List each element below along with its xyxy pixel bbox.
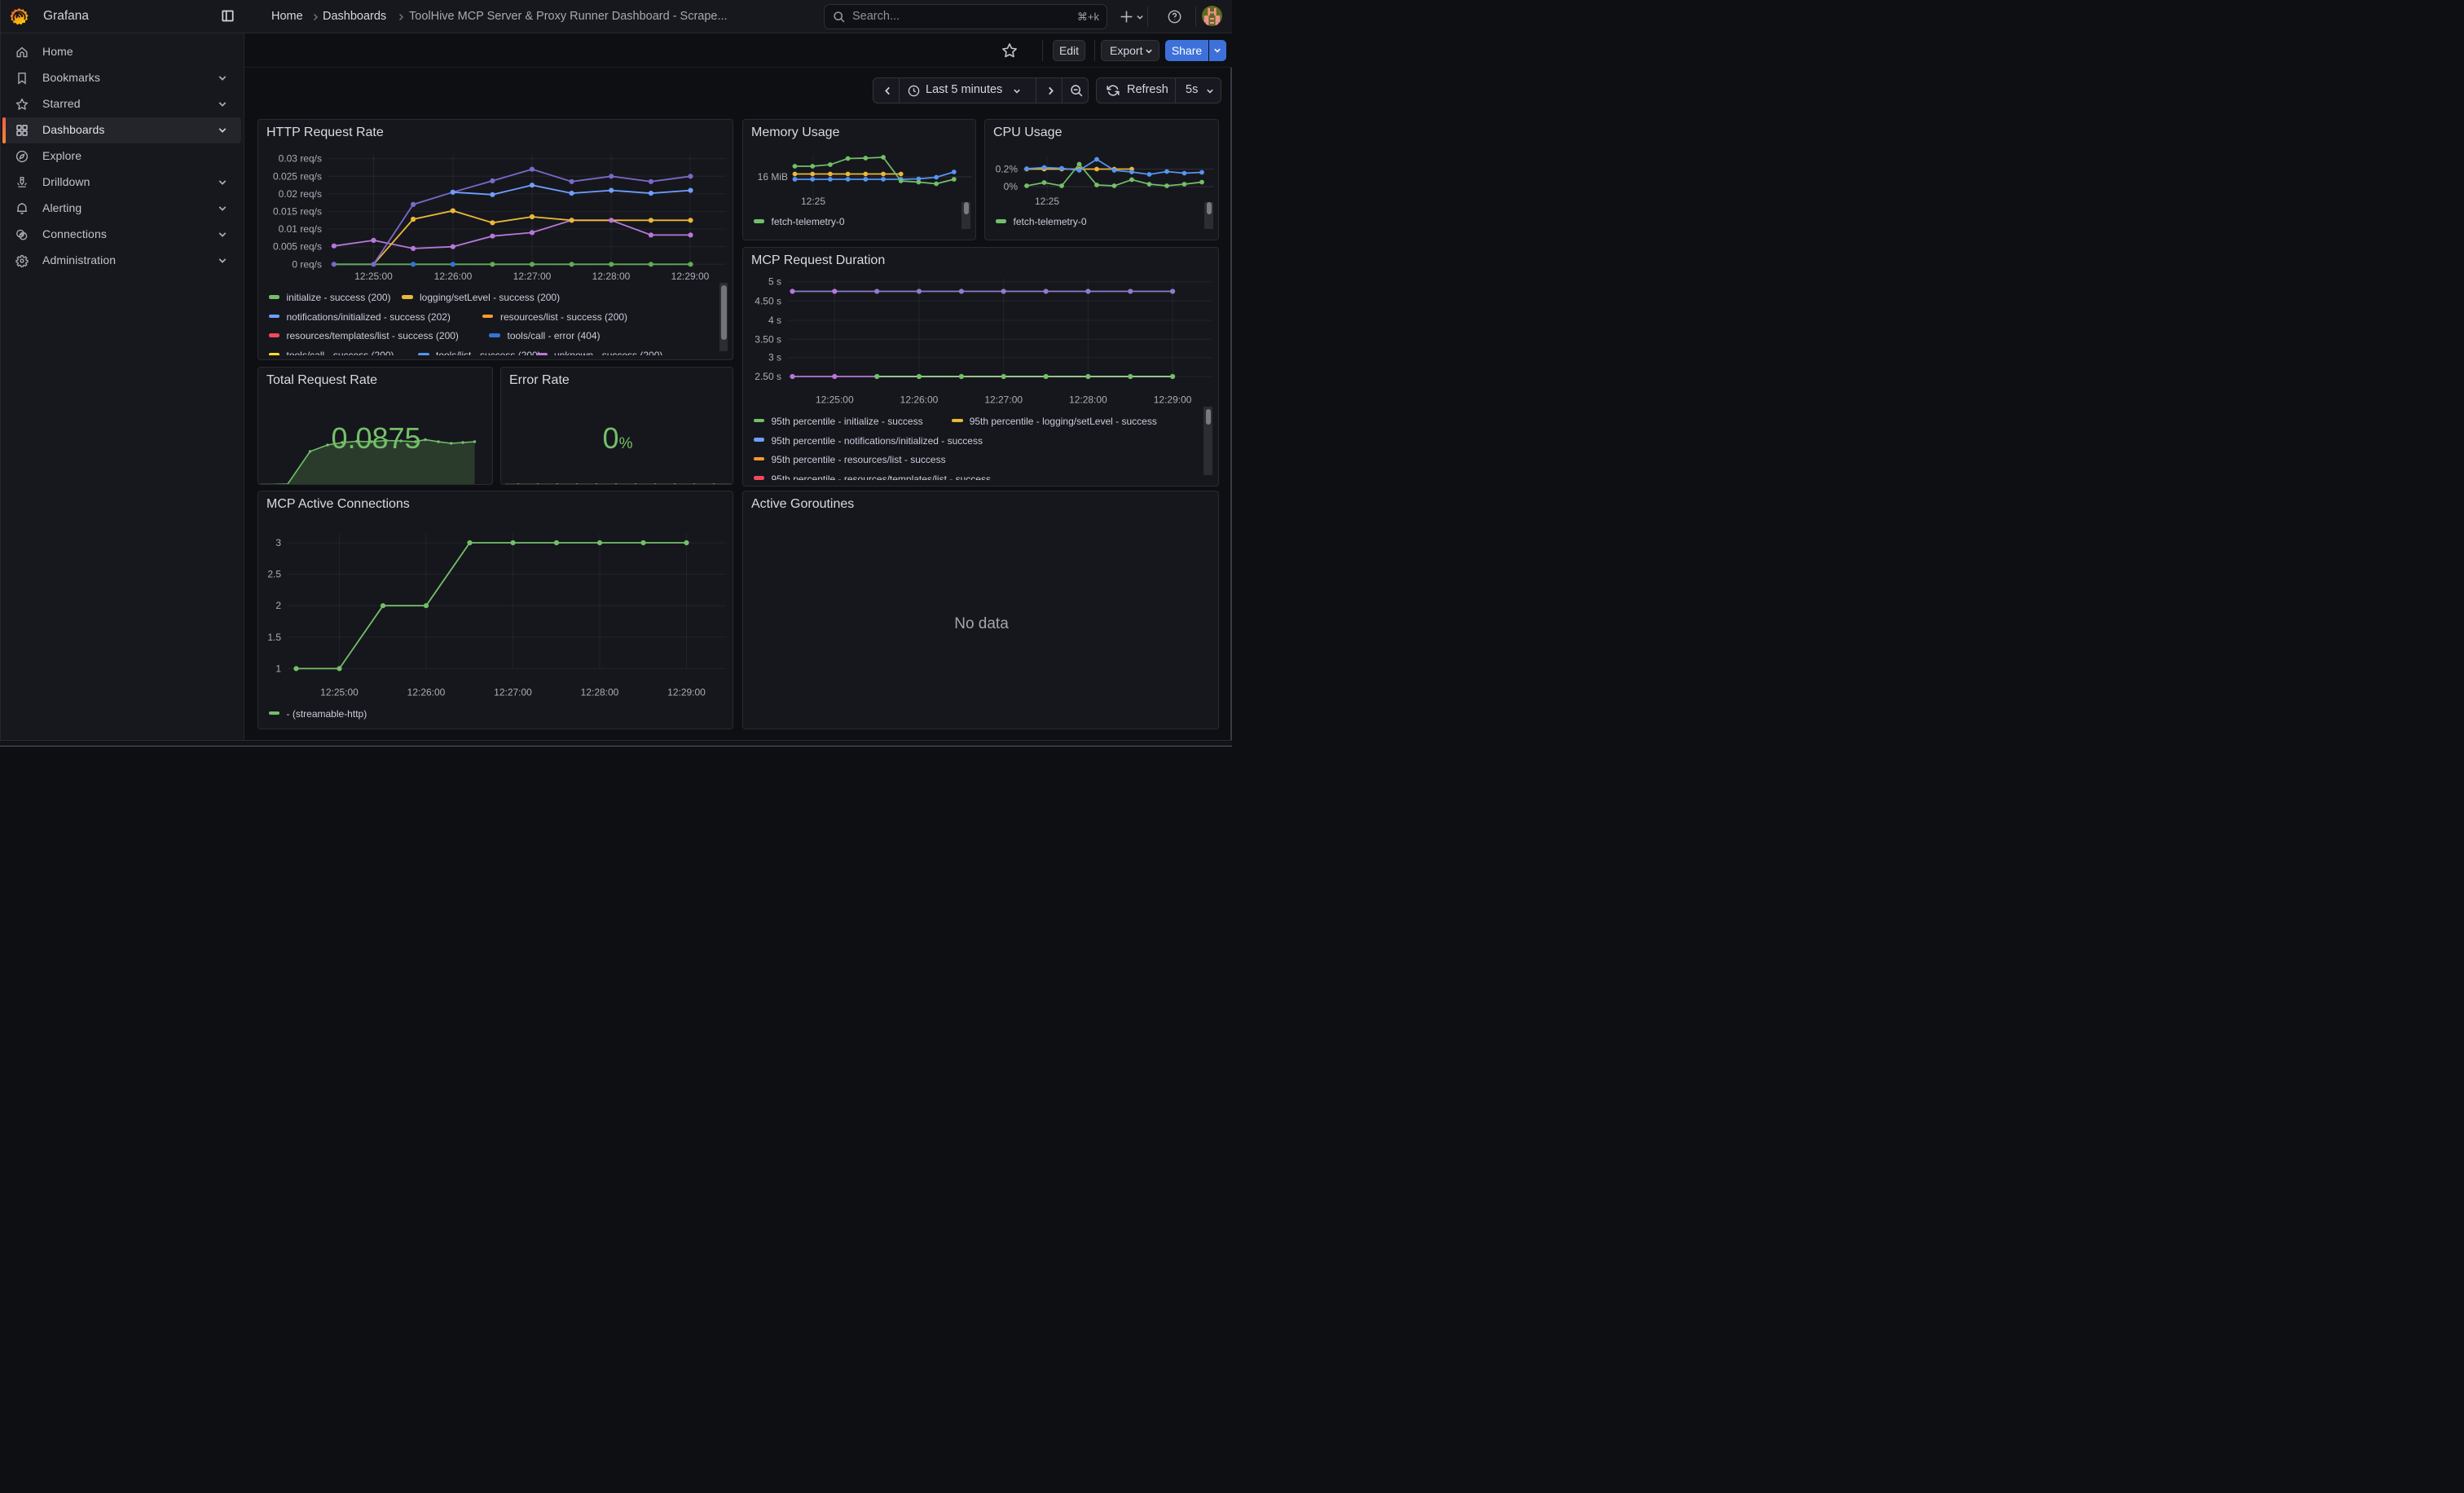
svg-text:1: 1 xyxy=(275,663,281,674)
svg-text:12:26:00: 12:26:00 xyxy=(900,394,939,406)
svg-text:1.5: 1.5 xyxy=(267,632,281,643)
svg-text:0%: 0% xyxy=(1004,181,1019,192)
svg-text:2.5: 2.5 xyxy=(267,569,281,580)
svg-text:12:25:00: 12:25:00 xyxy=(320,687,359,698)
svg-text:2.50 s: 2.50 s xyxy=(755,371,781,382)
svg-text:3.50 s: 3.50 s xyxy=(755,333,781,345)
svg-text:0.025 req/s: 0.025 req/s xyxy=(273,170,322,182)
svg-text:12:26:00: 12:26:00 xyxy=(407,687,446,698)
svg-text:12:28:00: 12:28:00 xyxy=(1069,394,1107,406)
svg-text:12:25: 12:25 xyxy=(1035,196,1059,207)
svg-text:3 s: 3 s xyxy=(768,352,781,363)
svg-text:12:29:00: 12:29:00 xyxy=(1154,394,1192,406)
svg-text:4.50 s: 4.50 s xyxy=(755,295,781,306)
svg-text:12:25:00: 12:25:00 xyxy=(816,394,854,406)
svg-text:0.01 req/s: 0.01 req/s xyxy=(279,223,322,235)
svg-text:0.2%: 0.2% xyxy=(996,164,1019,175)
svg-text:4 s: 4 s xyxy=(768,315,781,326)
svg-text:16 MiB: 16 MiB xyxy=(758,171,788,183)
svg-text:0.015 req/s: 0.015 req/s xyxy=(273,206,322,218)
svg-text:0 req/s: 0 req/s xyxy=(292,258,322,270)
svg-text:12:25:00: 12:25:00 xyxy=(354,271,393,282)
svg-text:0.02 req/s: 0.02 req/s xyxy=(279,188,322,200)
svg-text:12:27:00: 12:27:00 xyxy=(984,394,1023,406)
svg-text:12:29:00: 12:29:00 xyxy=(667,687,706,698)
svg-text:12:28:00: 12:28:00 xyxy=(592,271,631,282)
svg-text:5 s: 5 s xyxy=(768,276,781,288)
svg-text:12:29:00: 12:29:00 xyxy=(671,271,710,282)
svg-text:3: 3 xyxy=(275,537,281,548)
svg-text:2: 2 xyxy=(275,600,281,611)
svg-text:12:28:00: 12:28:00 xyxy=(581,687,619,698)
svg-text:12:26:00: 12:26:00 xyxy=(434,271,473,282)
svg-text:12:25: 12:25 xyxy=(801,196,825,207)
svg-text:12:27:00: 12:27:00 xyxy=(513,271,552,282)
svg-text:12:27:00: 12:27:00 xyxy=(494,687,532,698)
svg-text:0.005 req/s: 0.005 req/s xyxy=(273,241,322,253)
svg-text:0.03 req/s: 0.03 req/s xyxy=(279,153,322,165)
